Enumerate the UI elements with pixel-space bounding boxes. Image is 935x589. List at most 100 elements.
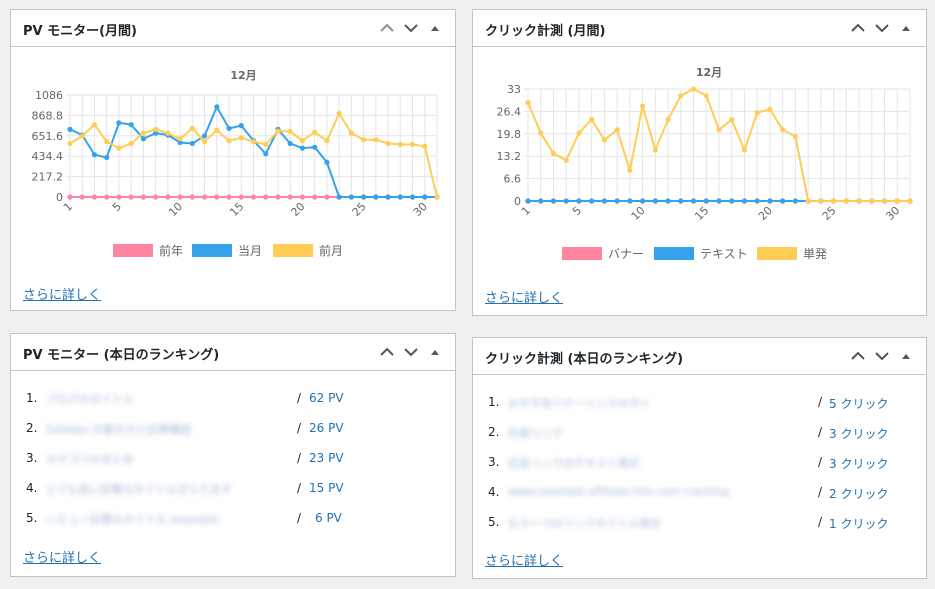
- more-details-link[interactable]: さらに詳しく: [485, 554, 564, 569]
- x-tick-label: 30: [411, 200, 430, 219]
- data-point: [299, 145, 306, 151]
- rank-value[interactable]: 5 クリック: [829, 397, 889, 411]
- data-point: [91, 194, 98, 200]
- data-point: [201, 138, 208, 145]
- rank-number: 5.: [26, 511, 38, 525]
- data-point: [640, 103, 646, 109]
- toggle-panel-button[interactable]: [896, 18, 916, 38]
- ranking-row: 5. レビュー記事のタイトル example / 6 PV: [11, 508, 455, 528]
- data-point: [104, 138, 110, 145]
- widget-title: PV モニター(月間): [23, 24, 137, 39]
- rank-separator: /: [818, 515, 823, 529]
- data-point: [843, 198, 849, 204]
- data-point: [373, 194, 379, 200]
- toggle-panel-button[interactable]: [425, 342, 445, 362]
- triangle-up-icon: [902, 26, 910, 31]
- chevron-down-icon: [404, 348, 418, 357]
- data-point: [287, 194, 293, 200]
- data-point: [741, 147, 748, 153]
- move-down-button[interactable]: [401, 18, 421, 38]
- rank-value[interactable]: 2 クリック: [829, 487, 889, 501]
- rank-title-link[interactable]: レビュー記事のタイトル example: [46, 513, 218, 525]
- data-point: [640, 198, 646, 204]
- rank-value[interactable]: 23 PV: [309, 451, 344, 465]
- rank-title-link[interactable]: とても長い記事のタイトルが入ります: [46, 483, 233, 495]
- data-point: [128, 122, 134, 128]
- move-up-button[interactable]: [848, 346, 868, 366]
- toggle-panel-button[interactable]: [425, 18, 445, 38]
- chevron-up-icon: [851, 23, 865, 32]
- data-point: [214, 104, 220, 110]
- move-down-button[interactable]: [401, 342, 421, 362]
- rank-separator: /: [818, 395, 823, 409]
- move-down-button[interactable]: [872, 18, 892, 38]
- data-point: [153, 130, 159, 136]
- more-details-link[interactable]: さらに詳しく: [485, 291, 564, 306]
- rank-title-link[interactable]: カテゴリのまとめ: [46, 453, 134, 465]
- y-tick-label: 33: [507, 83, 521, 96]
- data-point: [324, 159, 330, 165]
- chevron-down-icon: [404, 24, 418, 33]
- data-point: [576, 198, 582, 204]
- x-tick-label: 20: [756, 204, 775, 223]
- chart-title: 12月: [230, 69, 256, 82]
- data-point: [422, 143, 428, 149]
- data-point: [275, 194, 281, 200]
- data-point: [79, 194, 85, 200]
- triangle-up-icon: [431, 350, 439, 355]
- x-tick-label: 5: [570, 204, 584, 218]
- data-point: [729, 116, 735, 123]
- data-point: [907, 198, 913, 204]
- rank-title-link[interactable]: Sshelps の書き方と記事構成: [46, 423, 191, 435]
- rank-separator: /: [297, 391, 302, 405]
- rank-title-link[interactable]: もう一つのリンクタイトル表示: [508, 517, 662, 529]
- widget-body: 1. ブログのタイトル / 62 PV 2. Sshelps の書き方と記事構成…: [11, 371, 455, 576]
- toggle-panel-button[interactable]: [896, 346, 916, 366]
- data-point: [238, 135, 244, 141]
- rank-value[interactable]: 6 PV: [315, 511, 342, 525]
- data-point: [250, 138, 257, 145]
- data-point: [678, 93, 684, 99]
- data-point: [348, 130, 354, 136]
- data-point: [703, 93, 709, 99]
- data-point: [678, 198, 684, 204]
- data-point: [563, 198, 569, 204]
- rank-title-link[interactable]: 外部リンク: [508, 427, 563, 439]
- rank-value[interactable]: 1 クリック: [829, 517, 889, 531]
- rank-value[interactable]: 3 クリック: [829, 427, 889, 441]
- data-point: [116, 145, 122, 151]
- move-up-button[interactable]: [377, 18, 397, 38]
- rank-separator: /: [297, 481, 302, 495]
- data-point: [373, 137, 379, 143]
- move-up-button[interactable]: [377, 342, 397, 362]
- x-tick-label: 1: [61, 200, 75, 214]
- rank-value[interactable]: 26 PV: [309, 421, 344, 435]
- data-point: [754, 110, 760, 116]
- rank-value[interactable]: 62 PV: [309, 391, 344, 405]
- rank-title-link[interactable]: ブログのタイトル: [46, 393, 134, 405]
- ranking-row: 4. とても長い記事のタイトルが入ります / 15 PV: [11, 478, 455, 498]
- more-details-link[interactable]: さらに詳しく: [23, 288, 102, 303]
- data-point: [104, 194, 110, 200]
- data-point: [601, 137, 607, 143]
- rank-title-link[interactable]: おすすめバナーリンクのタイトル: [508, 397, 648, 409]
- rank-separator: /: [818, 425, 823, 439]
- x-tick-label: 10: [166, 200, 185, 219]
- legend-label: バナー: [608, 247, 644, 261]
- y-tick-label: 6.6: [504, 173, 522, 186]
- rank-value[interactable]: 15 PV: [309, 481, 344, 495]
- rank-value[interactable]: 3 クリック: [829, 457, 889, 471]
- data-point: [614, 127, 620, 133]
- rank-title-link[interactable]: www.example-affiliate-link.com tracking: [508, 485, 730, 498]
- data-point: [312, 144, 318, 150]
- rank-number: 4.: [488, 485, 500, 499]
- move-up-button[interactable]: [848, 18, 868, 38]
- rank-number: 3.: [26, 451, 38, 465]
- data-point: [275, 128, 281, 134]
- legend-label: テキスト: [700, 247, 748, 261]
- widget-title: クリック計測 (本日のランキング): [485, 352, 684, 367]
- more-details-link[interactable]: さらに詳しく: [23, 551, 102, 566]
- rank-title-link[interactable]: 広告リンクのテキスト表示: [508, 457, 640, 469]
- rank-number: 5.: [488, 515, 500, 529]
- move-down-button[interactable]: [872, 346, 892, 366]
